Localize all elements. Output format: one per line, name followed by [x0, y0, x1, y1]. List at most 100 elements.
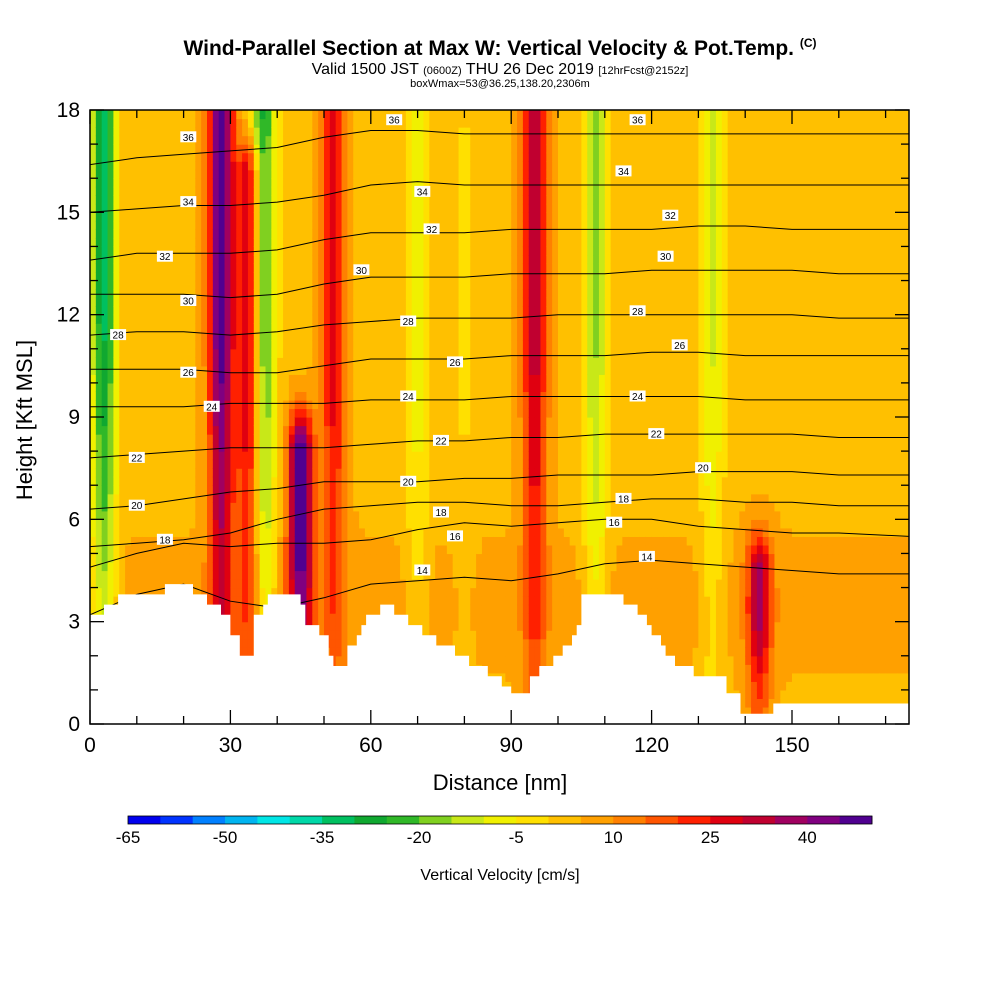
velocity-cell: [353, 399, 360, 410]
velocity-cell: [487, 161, 495, 171]
velocity-cell: [95, 510, 103, 520]
velocity-cell: [277, 468, 284, 478]
velocity-cell: [300, 579, 308, 589]
velocity-cell: [481, 340, 489, 350]
velocity-cell: [400, 468, 407, 478]
velocity-cell: [335, 442, 343, 452]
velocity-cell: [154, 476, 161, 486]
velocity-cell: [364, 596, 372, 606]
velocity-cell: [400, 365, 407, 375]
velocity-cell: [259, 579, 267, 589]
velocity-cell: [318, 212, 325, 222]
velocity-cell: [224, 178, 231, 188]
velocity-cell: [113, 536, 120, 546]
velocity-cell: [148, 451, 155, 461]
velocity-cell: [487, 135, 495, 145]
velocity-cell: [294, 357, 302, 367]
velocity-cell: [458, 254, 465, 265]
velocity-cell: [171, 459, 179, 469]
velocity-cell: [95, 186, 103, 196]
velocity-cell: [476, 340, 483, 350]
velocity-cell: [364, 127, 372, 137]
velocity-cell: [101, 570, 109, 580]
velocity-cell: [376, 348, 384, 358]
velocity-cell: [312, 289, 319, 299]
velocity-cell: [183, 561, 191, 572]
velocity-cell: [136, 365, 144, 375]
velocity-cell: [481, 655, 489, 665]
velocity-cell: [277, 306, 284, 316]
velocity-cell: [259, 178, 267, 188]
velocity-cell: [95, 127, 103, 137]
velocity-cell: [312, 306, 319, 316]
velocity-cell: [242, 365, 249, 375]
velocity-cell: [411, 442, 419, 452]
velocity-cell: [370, 306, 378, 316]
velocity-cell: [107, 365, 114, 375]
velocity-cell: [435, 451, 442, 461]
velocity-cell: [481, 451, 489, 461]
velocity-cell: [177, 417, 185, 427]
velocity-cell: [476, 382, 483, 393]
velocity-cell: [113, 161, 120, 171]
velocity-cell: [441, 254, 448, 265]
velocity-cell: [207, 323, 214, 333]
velocity-cell: [171, 536, 179, 546]
velocity-cell: [446, 144, 454, 154]
velocity-cell: [95, 280, 103, 290]
velocity-cell: [271, 570, 278, 580]
velocity-cell: [259, 127, 267, 137]
velocity-cell: [166, 203, 173, 213]
velocity-cell: [435, 613, 442, 623]
velocity-cell: [177, 340, 185, 350]
velocity-cell: [119, 442, 126, 452]
velocity-cell: [253, 186, 261, 196]
velocity-cell: [476, 613, 483, 623]
velocity-cell: [318, 596, 325, 606]
velocity-cell: [400, 161, 407, 171]
velocity-cell: [487, 127, 495, 137]
velocity-cell: [130, 186, 138, 196]
velocity-cell: [487, 220, 495, 230]
velocity-cell: [481, 536, 489, 546]
velocity-cell: [306, 425, 313, 435]
velocity-cell: [353, 135, 360, 145]
velocity-cell: [218, 485, 226, 495]
velocity-cell: [435, 544, 442, 555]
velocity-cell: [125, 587, 132, 597]
velocity-cell: [247, 476, 255, 486]
velocity-cell: [95, 152, 103, 162]
velocity-cell: [324, 587, 331, 597]
velocity-cell: [423, 237, 430, 248]
velocity-cell: [429, 348, 436, 358]
velocity-cell: [253, 178, 261, 188]
velocity-cell: [312, 434, 319, 444]
velocity-cell: [487, 561, 495, 572]
velocity-cell: [212, 451, 220, 461]
velocity-cell: [90, 144, 97, 154]
velocity-cell: [329, 434, 337, 444]
velocity-cell: [470, 323, 477, 333]
velocity-cell: [376, 118, 384, 128]
velocity-cell: [224, 331, 231, 341]
velocity-cell: [195, 442, 202, 452]
velocity-cell: [283, 237, 290, 248]
velocity-cell: [195, 510, 202, 520]
velocity-cell: [265, 365, 272, 375]
velocity-cell: [400, 186, 407, 196]
velocity-cell: [329, 135, 337, 145]
velocity-cell: [201, 263, 208, 273]
velocity-cell: [130, 476, 138, 486]
velocity-cell: [341, 348, 348, 358]
velocity-cell: [113, 357, 120, 367]
velocity-cell: [136, 127, 144, 137]
velocity-cell: [283, 331, 290, 341]
velocity-cell: [376, 110, 384, 120]
velocity-cell: [423, 442, 430, 452]
velocity-cell: [230, 391, 237, 401]
velocity-cell: [382, 374, 389, 384]
velocity-cell: [136, 110, 144, 120]
velocity-cell: [441, 596, 448, 606]
velocity-cell: [341, 272, 348, 282]
velocity-cell: [400, 127, 407, 137]
